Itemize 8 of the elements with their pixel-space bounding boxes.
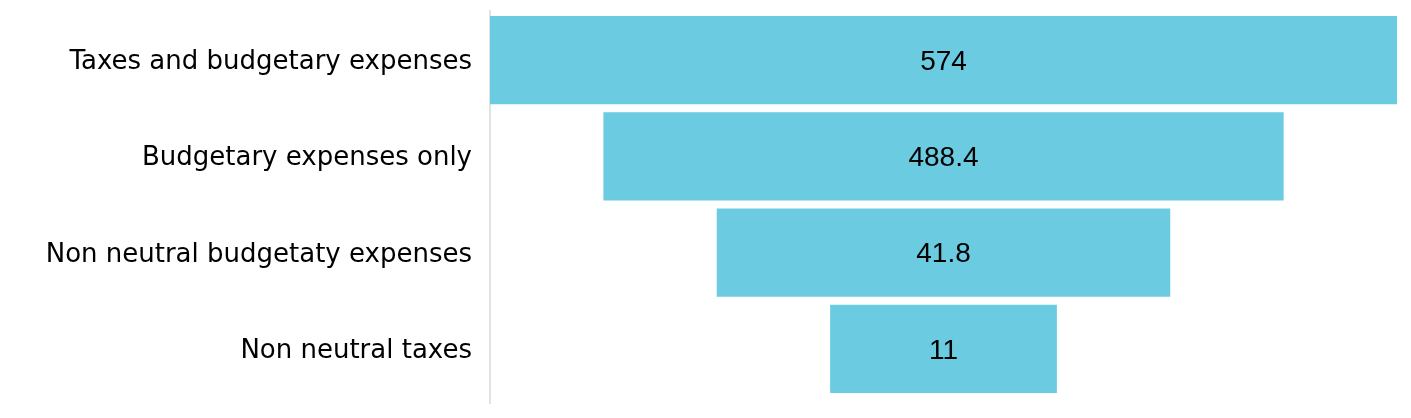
category-label: Non neutral budgetaty expenses xyxy=(45,237,472,268)
category-label: Non neutral taxes xyxy=(240,333,472,364)
category-label: Budgetary expenses only xyxy=(141,141,472,172)
data-label: 41.8 xyxy=(916,237,971,269)
category-label: Taxes and budgetary expenses xyxy=(68,45,472,76)
data-label: 574 xyxy=(920,44,967,76)
data-label: 11 xyxy=(928,333,959,365)
data-label: 488.4 xyxy=(908,141,979,173)
